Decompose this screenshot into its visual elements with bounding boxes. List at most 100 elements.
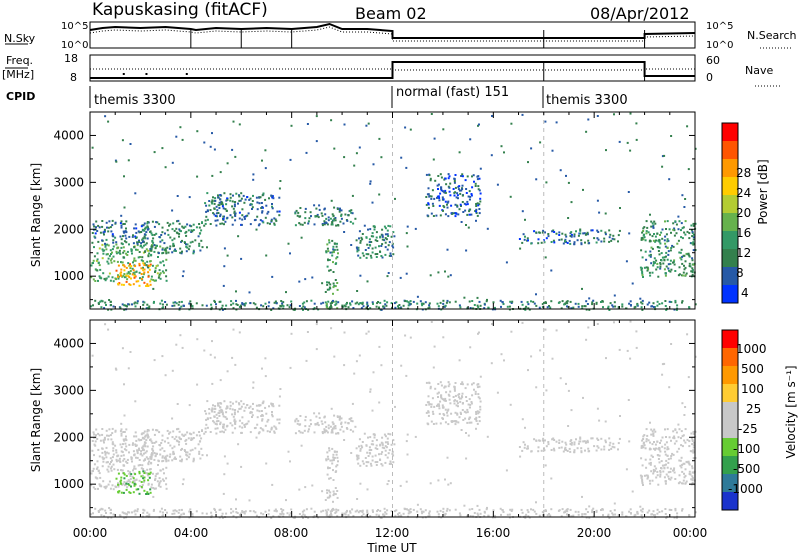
echo-point <box>461 381 464 384</box>
echo-point <box>147 472 150 475</box>
echo-point <box>478 420 481 423</box>
echo-point <box>125 428 128 431</box>
echo-point <box>475 203 478 205</box>
echo-point <box>384 445 387 448</box>
echo-point <box>133 467 136 470</box>
echo-point <box>682 434 685 437</box>
echo-point <box>294 420 297 423</box>
echo-point <box>206 218 209 221</box>
echo-point <box>666 448 669 451</box>
echo-point <box>527 515 530 518</box>
echo-point <box>673 227 676 230</box>
echo-point <box>121 469 124 472</box>
echo-point <box>608 229 611 232</box>
echo-point <box>219 194 222 197</box>
echo-point <box>244 510 247 513</box>
echo-point <box>653 470 655 473</box>
echo-point <box>407 301 410 304</box>
echo-point <box>358 230 361 233</box>
echo-point <box>564 441 567 444</box>
echo-point <box>265 462 268 465</box>
echo-point <box>153 151 156 154</box>
echo-point <box>660 439 663 442</box>
echo-point <box>359 239 362 242</box>
echo-point <box>447 483 450 486</box>
echo-point <box>452 188 455 190</box>
echo-point <box>205 204 208 207</box>
echo-point <box>161 239 164 242</box>
echo-point <box>694 355 697 358</box>
echo-point <box>540 241 543 244</box>
echo-point <box>567 425 570 427</box>
echo-point <box>678 220 681 223</box>
echo-point <box>335 432 338 435</box>
echo-point <box>392 439 395 442</box>
echo-point <box>131 273 134 276</box>
echo-point <box>664 305 667 307</box>
echo-point <box>560 307 563 310</box>
echo-point <box>266 212 269 215</box>
echo-point <box>107 275 110 278</box>
echo-point <box>608 309 611 311</box>
echo-point <box>456 194 459 197</box>
echo-point <box>409 300 412 303</box>
echo-point <box>454 382 457 384</box>
echo-point <box>96 230 99 232</box>
echo-point <box>467 403 470 406</box>
power-cbar-tick: 4 <box>741 286 749 300</box>
echo-point <box>378 401 381 404</box>
echo-point <box>685 252 688 255</box>
echo-point <box>161 247 164 250</box>
echo-point <box>448 190 451 193</box>
echo-point <box>397 305 399 308</box>
echo-point <box>123 273 126 275</box>
echo-point <box>645 428 648 431</box>
echo-point <box>105 248 108 251</box>
echo-point <box>186 223 189 226</box>
echo-point <box>120 271 123 274</box>
echo-point <box>588 242 591 245</box>
echo-point <box>446 411 448 414</box>
echo-point <box>428 382 431 385</box>
echo-point <box>301 510 304 513</box>
echo-point <box>373 225 376 228</box>
echo-point <box>651 479 654 482</box>
echo-point <box>333 242 336 245</box>
echo-point <box>171 369 174 372</box>
echo-point <box>298 222 301 225</box>
echo-point <box>343 231 346 233</box>
echo-point <box>313 431 316 434</box>
echo-point <box>272 307 275 310</box>
echo-point <box>544 328 547 331</box>
echo-point <box>130 473 133 476</box>
echo-point <box>414 435 417 438</box>
echo-point <box>101 447 104 450</box>
echo-point <box>122 482 125 485</box>
echo-point <box>122 274 125 277</box>
echo-point <box>125 220 128 223</box>
echo-point <box>94 232 97 235</box>
echo-point <box>121 303 124 306</box>
echo-point <box>214 509 216 511</box>
echo-point <box>661 510 664 513</box>
echo-point <box>596 229 599 232</box>
echo-point <box>656 474 659 477</box>
echo-point <box>197 235 200 238</box>
echo-point <box>464 387 467 390</box>
echo-point <box>138 239 140 242</box>
echo-point <box>641 516 644 519</box>
echo-point <box>692 432 695 435</box>
echo-point <box>125 266 128 269</box>
echo-point <box>383 239 386 242</box>
echo-point <box>192 249 195 252</box>
echo-point <box>111 219 114 222</box>
echo-point <box>567 389 570 392</box>
echo-point <box>681 274 684 277</box>
echo-point <box>335 510 338 513</box>
echo-point <box>127 470 130 473</box>
echo-point <box>588 450 591 453</box>
echo-point <box>386 441 389 444</box>
echo-point <box>446 201 449 204</box>
echo-point <box>97 240 100 243</box>
echo-point <box>148 513 151 516</box>
